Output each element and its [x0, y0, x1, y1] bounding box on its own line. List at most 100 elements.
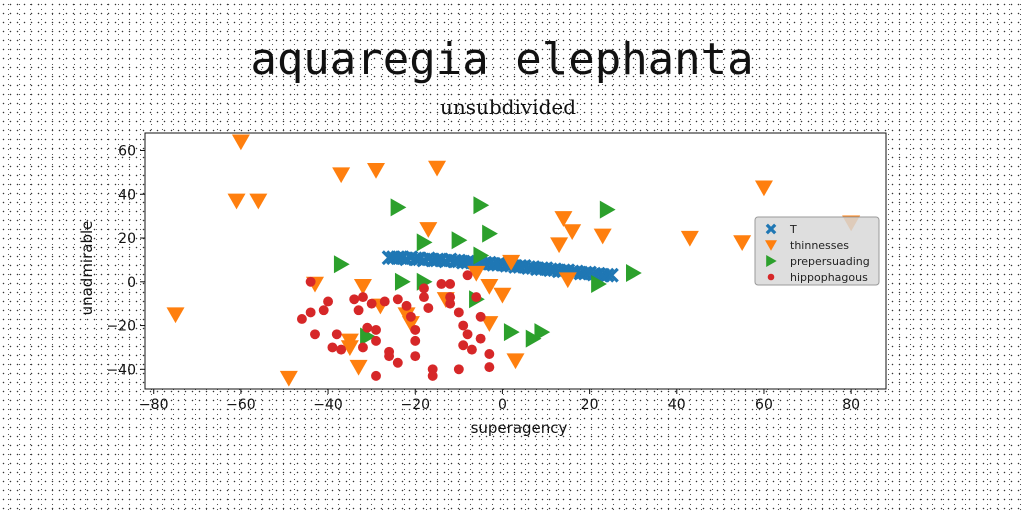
data-point	[305, 307, 316, 318]
x-tick-label: 0	[498, 397, 507, 413]
data-point	[362, 322, 373, 333]
data-point	[340, 340, 359, 356]
data-point	[475, 333, 486, 344]
data-point	[427, 370, 438, 381]
data-point	[392, 294, 403, 305]
series-hippophagous	[296, 270, 495, 381]
data-point	[318, 305, 329, 316]
x-tick-label: 40	[668, 397, 686, 413]
data-point	[371, 324, 381, 335]
legend-label: prepersuading	[790, 255, 870, 268]
data-point	[419, 283, 429, 294]
data-point	[563, 224, 582, 241]
legend-label: T	[789, 223, 797, 236]
data-point	[593, 228, 612, 245]
data-point	[357, 342, 368, 353]
legend-marker	[766, 255, 777, 267]
data-point	[436, 279, 447, 289]
data-point	[625, 264, 642, 283]
x-tick-label: 20	[581, 397, 599, 413]
data-point	[296, 314, 307, 324]
y-tick-label: 40	[118, 187, 136, 203]
data-point	[473, 196, 490, 215]
data-point	[599, 200, 616, 219]
data-point	[480, 278, 499, 295]
data-point	[554, 211, 573, 227]
data-point	[502, 254, 521, 271]
data-point	[231, 134, 250, 151]
data-point	[471, 292, 482, 303]
data-point	[503, 323, 520, 342]
data-point	[445, 279, 456, 289]
data-point	[332, 167, 351, 184]
chart-title: aquaregia elephanta	[250, 34, 753, 85]
data-point	[410, 324, 421, 335]
data-point	[462, 270, 473, 281]
data-point	[480, 316, 499, 332]
data-point	[405, 311, 416, 322]
x-axis-label: superagency	[471, 419, 568, 437]
y-axis-label: unadmirable	[78, 221, 96, 316]
legend-label: hippophagous	[790, 271, 868, 284]
x-axis-ticks: −80 −60 −40 −20 0 20 40 60 80	[139, 389, 860, 413]
data-point	[591, 274, 607, 293]
legend-marker	[767, 273, 775, 281]
data-point	[473, 246, 490, 265]
data-point	[506, 353, 525, 370]
data-point	[366, 298, 377, 309]
data-point	[428, 160, 447, 177]
data-point	[357, 292, 368, 303]
data-point	[733, 235, 752, 251]
data-point	[416, 233, 433, 252]
data-point	[166, 307, 185, 324]
plot-frame	[144, 132, 887, 390]
data-point	[445, 298, 456, 309]
data-point	[453, 364, 464, 375]
data-point	[558, 272, 577, 289]
data-point	[462, 329, 473, 340]
y-tick-label: 20	[118, 231, 136, 247]
x-tick-label: −20	[400, 397, 430, 413]
data-point	[423, 303, 434, 313]
x-tick-label: 60	[755, 397, 773, 413]
data-point	[367, 162, 386, 179]
y-axis-ticks: −40 −20 0 20 40 60	[106, 144, 145, 378]
series-prepersuading	[333, 196, 642, 348]
data-point	[754, 180, 773, 197]
data-point	[525, 329, 542, 348]
data-point	[458, 340, 469, 351]
data-marks	[166, 134, 861, 387]
series-thinnesses	[166, 134, 861, 387]
data-point	[227, 193, 246, 210]
data-point	[333, 255, 350, 274]
legend-item-hippophagous: hippophagous	[767, 271, 868, 284]
data-point	[534, 323, 551, 342]
y-tick-label: 0	[127, 275, 136, 291]
data-point	[305, 276, 316, 287]
data-point	[349, 294, 360, 305]
legend-item-prepersuading: prepersuading	[766, 255, 870, 268]
data-point	[410, 351, 421, 362]
y-tick-label: −40	[106, 362, 136, 378]
data-point	[419, 292, 429, 303]
data-point	[599, 267, 615, 283]
y-tick-label: 60	[118, 144, 136, 160]
legend-box	[754, 216, 880, 286]
data-point	[353, 305, 364, 316]
legend-marker	[765, 240, 777, 251]
data-point	[323, 296, 334, 307]
data-point	[360, 327, 376, 346]
data-point	[336, 344, 347, 355]
y-tick-label: −20	[106, 319, 136, 335]
x-tick-label: 80	[842, 397, 860, 413]
data-point	[550, 237, 569, 254]
data-point	[475, 311, 486, 322]
legend-label: thinnesses	[790, 239, 849, 252]
x-tick-label: −60	[226, 397, 256, 413]
data-point	[327, 342, 338, 353]
data-point	[484, 362, 495, 373]
chart-subtitle: unsubdivided	[440, 95, 576, 119]
legend-item-thinnesses: thinnesses	[765, 239, 849, 252]
